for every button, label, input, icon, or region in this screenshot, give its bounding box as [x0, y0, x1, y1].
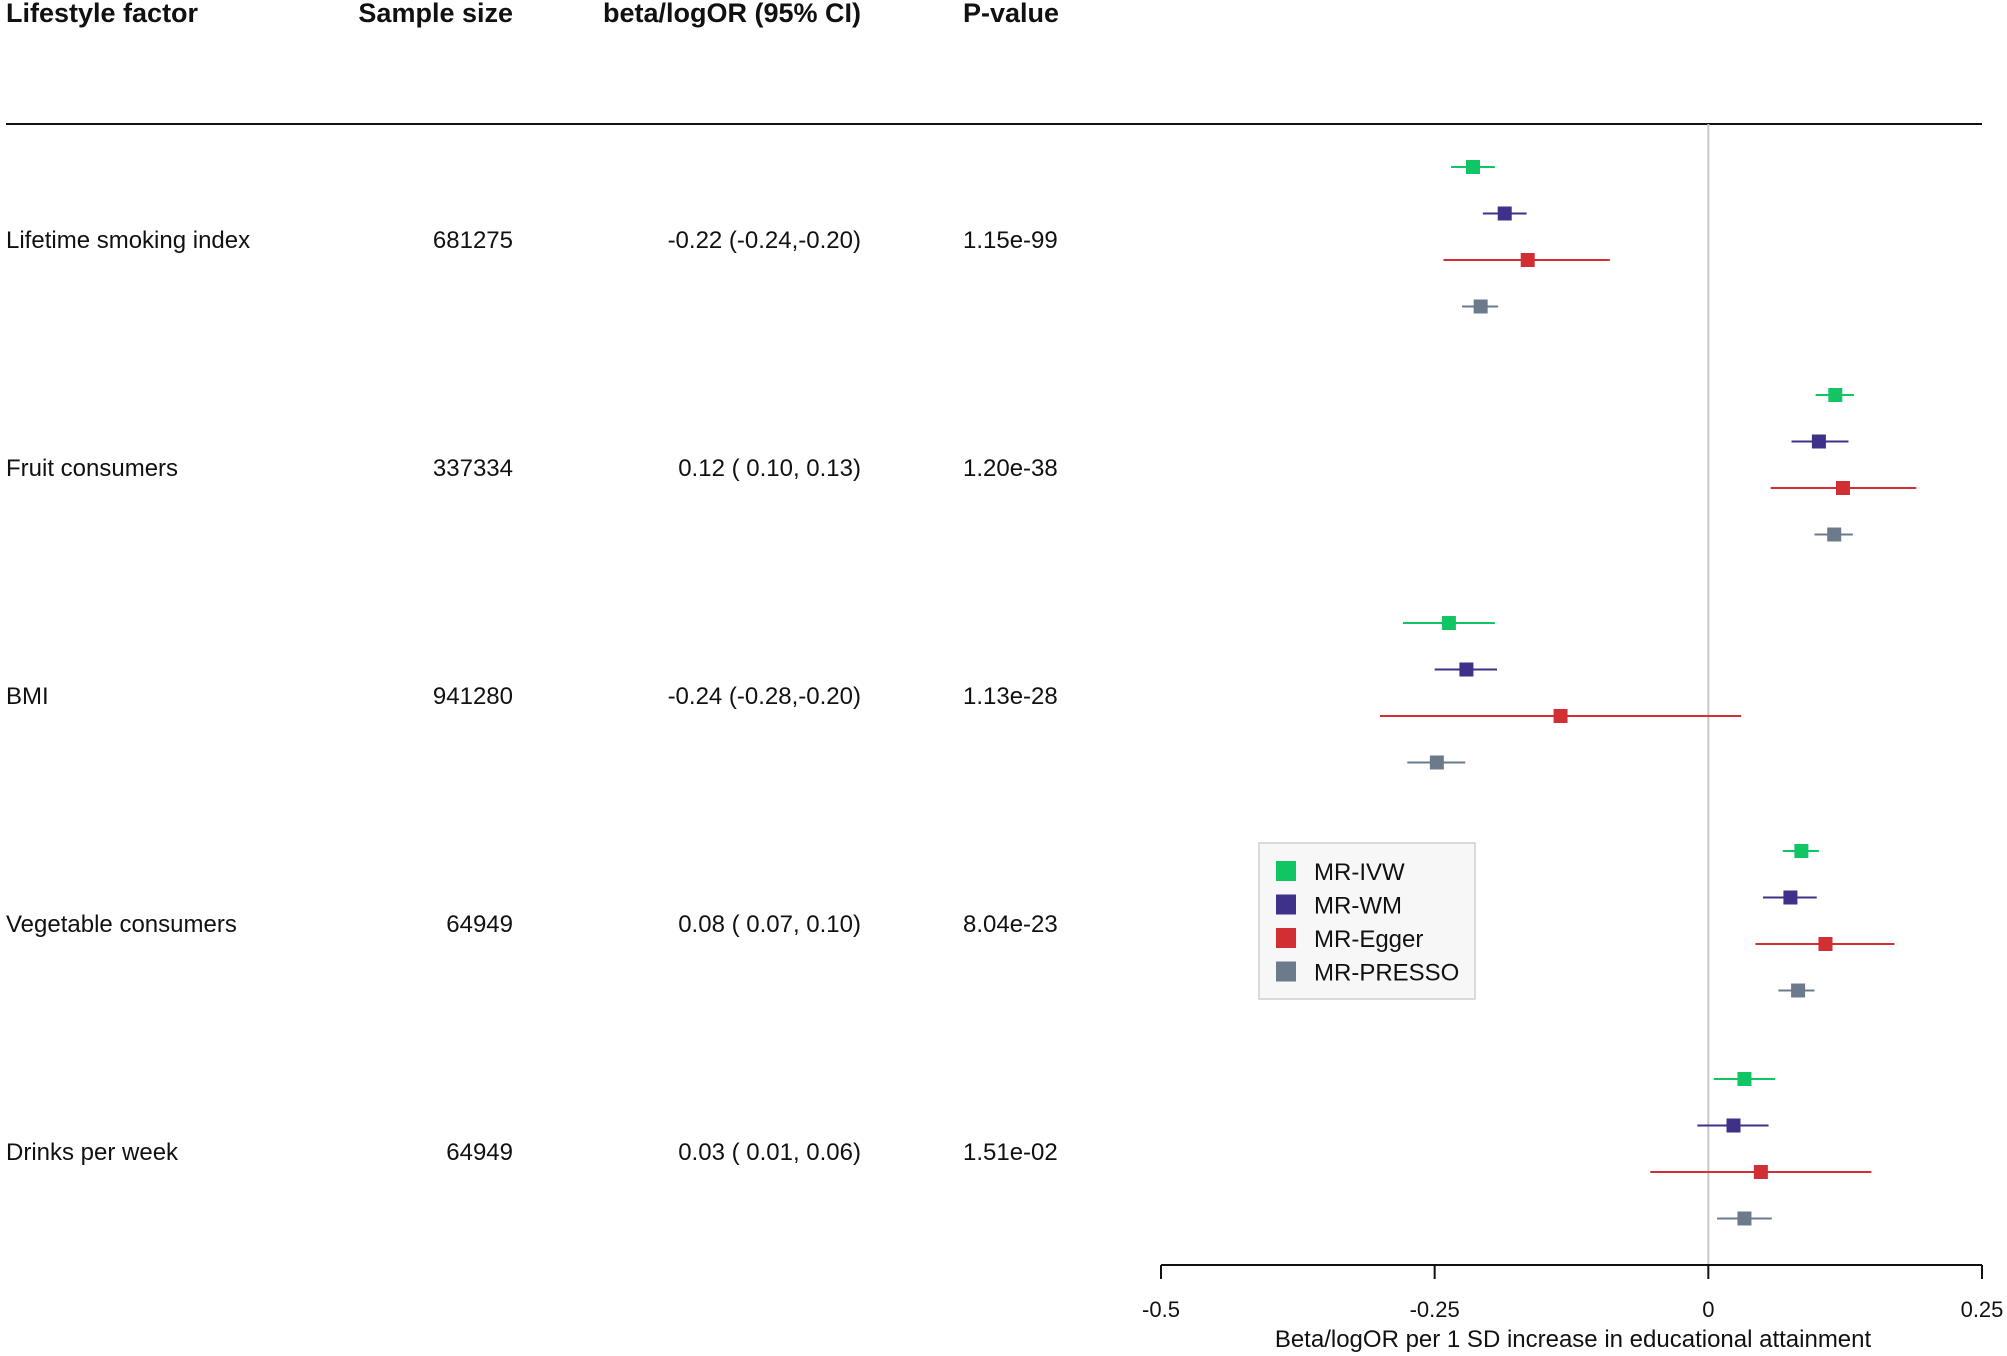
row-estimate: 0.12 ( 0.10, 0.13) [678, 455, 861, 482]
row-sample-size: 64949 [446, 1139, 513, 1166]
point-estimate [1791, 983, 1806, 998]
point-estimate [1497, 206, 1512, 221]
row-factor: Drinks per week [6, 1139, 179, 1166]
x-tick-label: -0.25 [1410, 1297, 1460, 1322]
legend-label: MR-PRESSO [1314, 960, 1459, 987]
header-lifestyle-factor: Lifestyle factor [6, 0, 199, 28]
legend-label: MR-Egger [1314, 926, 1423, 953]
row-sample-size: 681275 [433, 227, 513, 254]
legend-swatch [1276, 894, 1296, 915]
table-rows: Lifetime smoking index 681275 -0.22 (-0.24… [6, 227, 1058, 1166]
point-estimate [1465, 160, 1480, 174]
header-estimate: beta/logOR (95% CI) [603, 0, 861, 28]
x-tick-label: 0 [1702, 1297, 1714, 1322]
row-sample-size: 941280 [433, 683, 513, 710]
point-estimate [1835, 481, 1850, 495]
row-estimate: 0.03 ( 0.01, 0.06) [678, 1139, 861, 1166]
point-estimate [1473, 299, 1488, 314]
x-tick-label: 0.25 [1961, 1297, 2004, 1322]
point-estimate [1818, 937, 1833, 951]
legend-swatch [1276, 928, 1296, 948]
x-axis-label: Beta/logOR per 1 SD increase in educatio… [1275, 1326, 1872, 1353]
x-axis: -0.5 -0.25 0 0.25 [1142, 1264, 2004, 1322]
row-estimate: -0.22 (-0.24,-0.20) [668, 227, 861, 254]
x-tick-label: -0.5 [1142, 1297, 1180, 1322]
row-estimate: 0.08 ( 0.07, 0.10) [678, 911, 861, 938]
legend-label: MR-WM [1314, 893, 1402, 920]
point-estimate [1459, 662, 1474, 677]
row-pvalue: 1.15e-99 [963, 227, 1058, 254]
row-factor: Lifetime smoking index [6, 227, 250, 254]
point-estimate [1553, 709, 1568, 723]
point-estimate [1737, 1211, 1752, 1226]
row-estimate: -0.24 (-0.28,-0.20) [668, 683, 861, 710]
row-pvalue: 1.13e-28 [963, 683, 1058, 710]
row-pvalue: 1.51e-02 [963, 1139, 1058, 1166]
legend-label: MR-IVW [1314, 859, 1405, 886]
legend-swatch [1276, 861, 1296, 881]
legend-swatch [1276, 961, 1296, 982]
row-sample-size: 337334 [433, 455, 513, 482]
header-sample-size: Sample size [358, 0, 513, 28]
legend: MR-IVW MR-WM MR-Egger MR-PRESSO [1258, 842, 1476, 1000]
header-pvalue: P-value [963, 0, 1059, 28]
point-estimate [1794, 844, 1809, 858]
point-estimate [1827, 527, 1842, 542]
row-factor: Vegetable consumers [6, 911, 237, 938]
row-factor: BMI [6, 683, 49, 710]
row-pvalue: 1.20e-38 [963, 455, 1058, 482]
point-estimate [1783, 890, 1798, 905]
point-estimate [1441, 616, 1456, 630]
row-sample-size: 64949 [446, 911, 513, 938]
forest-marks [1379, 160, 1917, 1226]
row-factor: Fruit consumers [6, 455, 178, 482]
point-estimate [1828, 388, 1843, 402]
point-estimate [1811, 434, 1826, 449]
point-estimate [1753, 1165, 1768, 1179]
point-estimate [1726, 1118, 1741, 1133]
point-estimate [1737, 1072, 1752, 1086]
point-estimate [1429, 755, 1444, 770]
point-estimate [1520, 253, 1535, 267]
row-pvalue: 8.04e-23 [963, 911, 1058, 938]
